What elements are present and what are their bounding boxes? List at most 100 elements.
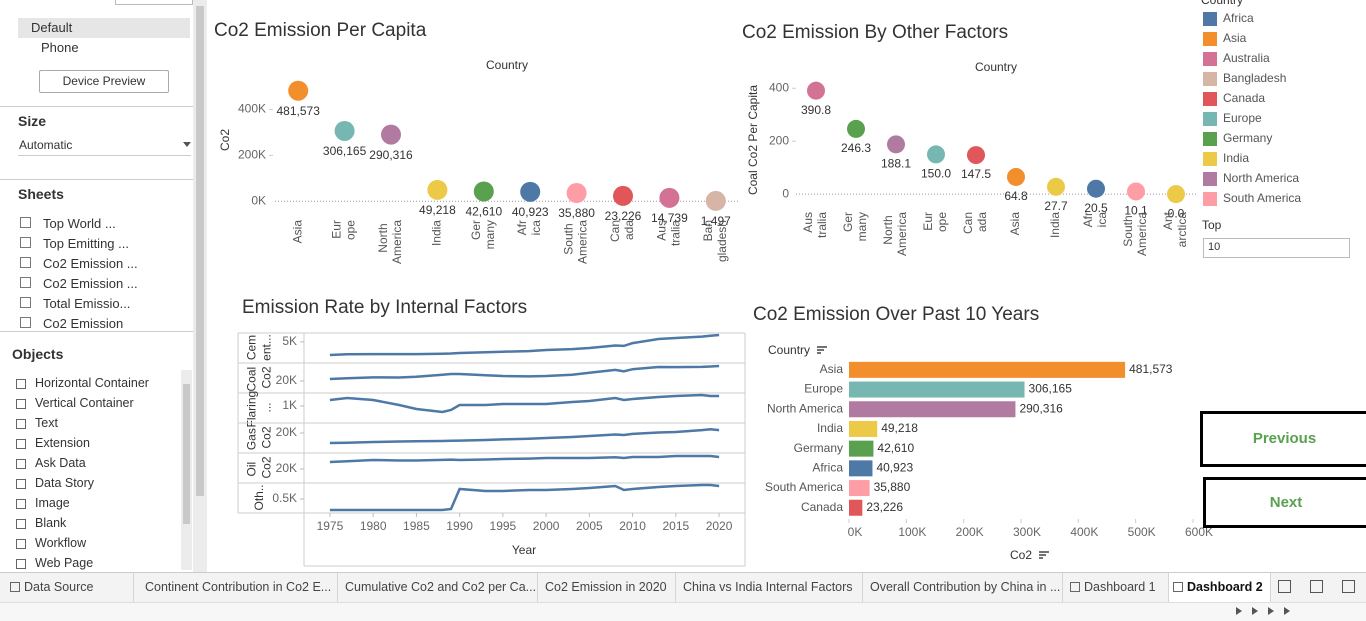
x-tick-label: 2010 xyxy=(619,519,646,533)
status-bar xyxy=(0,602,1366,621)
sheet-item[interactable]: Co2 Emission ... xyxy=(43,276,138,291)
x-tick-label: 200K xyxy=(956,525,984,539)
object-item[interactable]: Blank xyxy=(35,516,67,530)
new-sheet-icon[interactable] xyxy=(1342,580,1355,593)
category-label: Africa xyxy=(812,461,843,475)
device-option[interactable]: Phone xyxy=(41,40,79,55)
value-label: 150.0 xyxy=(921,167,951,181)
sidebar-scrollbar xyxy=(193,0,207,572)
tab-icon xyxy=(1173,582,1183,592)
sheet-tab[interactable]: Overall Contribution by China in ... xyxy=(863,573,1063,602)
nav-icon[interactable] xyxy=(1236,607,1242,615)
line xyxy=(329,364,720,381)
x-tick-label: 2005 xyxy=(576,519,603,533)
sheet-tab[interactable]: Dashboard 1 xyxy=(1066,573,1169,602)
filter-input[interactable]: 10 xyxy=(1203,238,1350,258)
category-label: Asia xyxy=(290,220,304,244)
x-tick-label: 1975 xyxy=(317,519,344,533)
value-label: 1,497 xyxy=(701,214,731,228)
object-item[interactable]: Horizontal Container xyxy=(35,376,149,390)
nav-icon[interactable] xyxy=(1268,607,1274,615)
next-button[interactable]: Next xyxy=(1203,477,1366,528)
sheet-item[interactable]: Co2 Emission ... xyxy=(43,256,138,271)
category-label: Europe xyxy=(330,220,358,240)
nav-icon[interactable] xyxy=(1252,607,1258,615)
value-label: 481,573 xyxy=(277,104,321,118)
dot xyxy=(1087,179,1105,198)
value-label: 49,218 xyxy=(881,421,918,435)
object-item[interactable]: Text xyxy=(35,416,58,430)
value-label: 306,165 xyxy=(323,144,367,158)
object-item[interactable]: Data Story xyxy=(35,476,95,490)
sheet-tab[interactable]: Data Source xyxy=(6,573,134,602)
bar xyxy=(849,361,1126,378)
value-label: 10.1 xyxy=(1124,204,1148,218)
category-label: Canada xyxy=(608,220,636,242)
category-label: Germany xyxy=(841,212,869,241)
new-sheet-icon[interactable] xyxy=(1278,580,1291,593)
dot xyxy=(1127,182,1145,201)
sheet-item[interactable]: Top Emitting ... xyxy=(43,236,129,251)
y-tick-label: 5K xyxy=(282,334,297,348)
category-label: Bangladesh xyxy=(701,220,729,262)
category-label: Australia xyxy=(801,212,829,238)
size-underline xyxy=(18,155,191,156)
separator xyxy=(0,106,193,107)
category-label: Antarctica xyxy=(1161,211,1189,247)
dot xyxy=(1007,167,1025,186)
y-tick-label: 400K xyxy=(238,102,266,116)
object-icon xyxy=(16,459,26,469)
sheet-tab[interactable]: China vs India Internal Factors xyxy=(676,573,863,602)
sidebar xyxy=(0,0,193,572)
new-sheet-icon[interactable] xyxy=(1310,580,1323,593)
value-label: 35,880 xyxy=(874,480,911,494)
tab-icon xyxy=(10,582,20,592)
bar xyxy=(849,499,863,516)
object-icon xyxy=(16,539,26,549)
object-item[interactable]: Ask Data xyxy=(35,456,86,470)
bar xyxy=(849,401,1016,418)
nav-icon[interactable] xyxy=(1284,607,1290,615)
sheet-icon xyxy=(20,277,31,288)
y-tick-label: 0 xyxy=(782,186,789,200)
dropdown-arrow[interactable] xyxy=(183,142,191,147)
device-preview-button[interactable]: Device Preview xyxy=(39,70,169,93)
size-dropdown[interactable]: Automatic xyxy=(19,138,73,152)
value-label: 40,923 xyxy=(512,205,549,219)
value-label: 390.8 xyxy=(801,103,831,117)
object-item[interactable]: Image xyxy=(35,496,70,510)
value-label: 481,573 xyxy=(1129,362,1173,376)
sheet-item[interactable]: Total Emissio... xyxy=(43,296,131,311)
sidebar-top-box xyxy=(115,0,193,5)
section-title: Size xyxy=(18,113,47,129)
legend-label: Canada xyxy=(1223,91,1265,105)
category-label: North America xyxy=(881,212,909,256)
device-option[interactable]: Default xyxy=(31,20,73,35)
object-item[interactable]: Extension xyxy=(35,436,90,450)
y-tick-label: 0.5K xyxy=(272,491,297,505)
tab-bar xyxy=(0,572,1366,602)
chart-title: Co2 Emission By Other Factors xyxy=(742,22,1008,43)
value-label: 147.5 xyxy=(961,167,991,181)
category-label: Asia xyxy=(820,362,844,376)
sheet-tab[interactable]: Cumulative Co2 and Co2 per Ca... xyxy=(338,573,538,602)
category-label: Africa xyxy=(515,220,543,236)
object-item[interactable]: Workflow xyxy=(35,536,87,550)
legend-swatch xyxy=(1203,152,1217,166)
legend-label: Australia xyxy=(1223,51,1270,65)
previous-button[interactable]: Previous xyxy=(1200,411,1366,467)
object-item[interactable]: Web Page xyxy=(35,556,94,570)
object-item[interactable]: Vertical Container xyxy=(35,396,134,410)
legend-label: North America xyxy=(1223,171,1299,185)
sheet-item[interactable]: Top World ... xyxy=(43,216,116,231)
value-label: 246.3 xyxy=(841,141,871,155)
row-label: Oil Co2 xyxy=(245,456,274,478)
legend-swatch xyxy=(1203,112,1217,126)
category-label: North America xyxy=(376,220,404,264)
value-label: 35,880 xyxy=(558,206,595,220)
sheet-tab[interactable]: Co2 Emission in 2020 xyxy=(538,573,676,602)
sheet-item[interactable]: Co2 Emission xyxy=(43,316,124,329)
value-label: 14,739 xyxy=(651,211,688,225)
sheet-tab[interactable]: Continent Contribution in Co2 E... xyxy=(138,573,338,602)
sheet-tab[interactable]: Dashboard 2 xyxy=(1169,573,1271,602)
